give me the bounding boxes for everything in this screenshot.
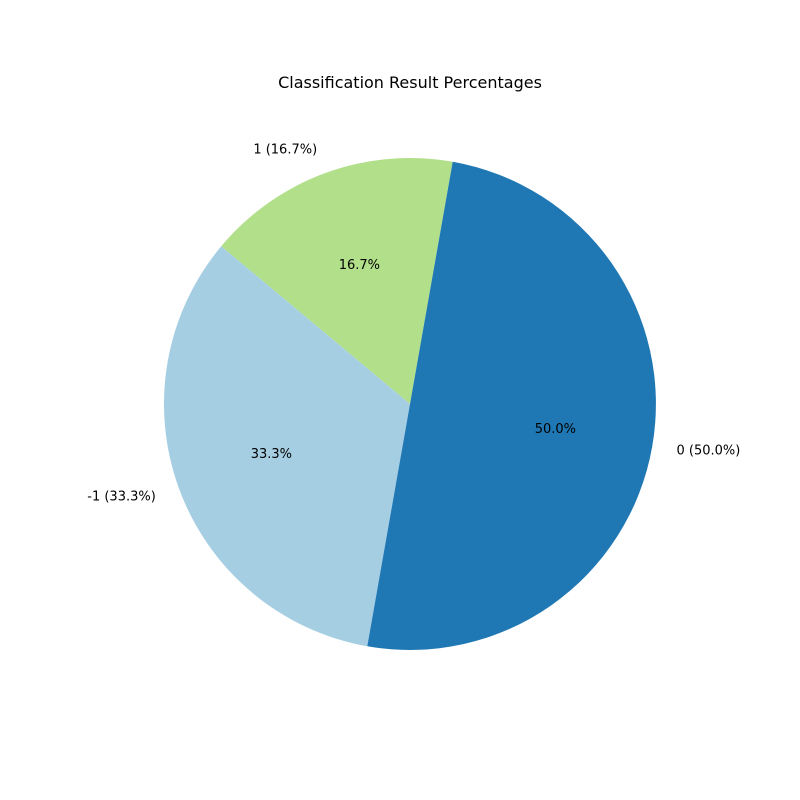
pie-slice-0 [221, 158, 453, 404]
chart-title: Classification Result Percentages [278, 73, 542, 92]
slice-label-1: -1 (33.3%) [87, 489, 156, 504]
slice-percent-0: 16.7% [339, 258, 380, 273]
pie-slices [163, 158, 656, 650]
slice-percent-1: 33.3% [251, 447, 292, 462]
slice-percent-2: 50.0% [535, 422, 576, 437]
slice-label-2: 0 (50.0%) [676, 443, 740, 458]
pie-slice-1 [163, 246, 410, 647]
pie-labels: 1 (16.7%) 16.7% -1 (33.3%) 33.3% 0 (50.0%) 50… [87, 142, 740, 504]
pie-slice-2 [367, 161, 656, 650]
slice-label-0: 1 (16.7%) [253, 142, 317, 157]
